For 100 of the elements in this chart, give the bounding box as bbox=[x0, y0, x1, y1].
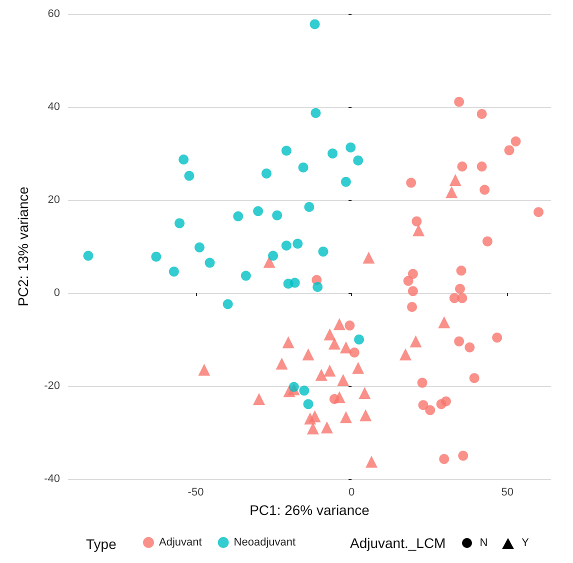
x-tick-label: 0 bbox=[348, 486, 355, 498]
point bbox=[340, 176, 351, 187]
point bbox=[534, 207, 544, 218]
point bbox=[438, 316, 450, 328]
y-axis-title: PC2: 13% variance bbox=[15, 186, 31, 306]
point bbox=[333, 318, 346, 330]
point bbox=[417, 378, 428, 388]
point bbox=[194, 242, 204, 252]
text: Adjuvant._LCM bbox=[350, 535, 446, 551]
point bbox=[312, 282, 323, 292]
point bbox=[281, 146, 292, 156]
point bbox=[308, 410, 321, 422]
point bbox=[272, 210, 282, 220]
x-tick-label: -50 bbox=[188, 486, 204, 498]
point bbox=[310, 19, 320, 30]
point bbox=[324, 328, 336, 340]
x-axis-title: PC1: 26% variance bbox=[250, 502, 370, 518]
point bbox=[346, 142, 356, 152]
point bbox=[151, 252, 162, 262]
point bbox=[328, 338, 340, 350]
point bbox=[458, 450, 468, 461]
point bbox=[168, 266, 179, 277]
point bbox=[83, 250, 94, 261]
point bbox=[253, 393, 266, 406]
point bbox=[454, 96, 464, 107]
point bbox=[240, 270, 251, 281]
point bbox=[510, 136, 521, 146]
point bbox=[418, 400, 428, 410]
point bbox=[344, 320, 355, 331]
point bbox=[288, 382, 299, 392]
point bbox=[299, 386, 310, 396]
point bbox=[282, 336, 294, 348]
point bbox=[268, 250, 278, 261]
point bbox=[492, 332, 502, 343]
point bbox=[337, 374, 350, 386]
point bbox=[281, 240, 292, 251]
point bbox=[457, 293, 468, 304]
point bbox=[455, 284, 466, 294]
point bbox=[412, 224, 425, 236]
point bbox=[446, 186, 458, 198]
point bbox=[362, 252, 375, 264]
point bbox=[476, 162, 487, 172]
y-tick-label: -20 bbox=[44, 380, 60, 392]
point bbox=[340, 411, 352, 424]
point bbox=[412, 216, 422, 226]
y-tick-label: 60 bbox=[48, 8, 60, 20]
point bbox=[303, 399, 314, 410]
point bbox=[174, 218, 185, 228]
legend-label: Adjuvant bbox=[159, 536, 202, 548]
y-tick-label: 40 bbox=[48, 101, 60, 113]
point bbox=[360, 409, 372, 422]
legend-label: Neoadjuvant bbox=[234, 536, 296, 548]
point bbox=[204, 258, 215, 268]
text: Y bbox=[522, 537, 530, 549]
point bbox=[352, 362, 364, 374]
point bbox=[469, 373, 480, 384]
point bbox=[315, 368, 328, 381]
point bbox=[290, 278, 300, 288]
point bbox=[328, 148, 338, 158]
point bbox=[482, 236, 492, 246]
point bbox=[292, 238, 303, 249]
point bbox=[276, 358, 288, 370]
y-tick-label: 20 bbox=[48, 194, 60, 206]
point bbox=[353, 155, 364, 166]
point bbox=[320, 421, 333, 434]
x-tick-label: 50 bbox=[501, 486, 514, 498]
point bbox=[425, 405, 436, 416]
point bbox=[456, 266, 466, 276]
point bbox=[262, 168, 272, 178]
legend-title: Type bbox=[86, 536, 117, 552]
point bbox=[408, 268, 418, 279]
point bbox=[310, 108, 321, 118]
text: N bbox=[480, 537, 488, 549]
point bbox=[464, 342, 475, 352]
point bbox=[263, 256, 276, 268]
point bbox=[354, 334, 364, 344]
point bbox=[178, 154, 189, 165]
point bbox=[253, 206, 264, 216]
point bbox=[340, 341, 352, 354]
point bbox=[476, 108, 487, 119]
point bbox=[408, 286, 418, 296]
point bbox=[410, 335, 422, 348]
point bbox=[439, 454, 450, 464]
point bbox=[302, 348, 314, 360]
point bbox=[222, 299, 233, 310]
point bbox=[304, 202, 314, 212]
point bbox=[298, 162, 308, 172]
point bbox=[399, 348, 412, 360]
point bbox=[403, 276, 414, 286]
point bbox=[504, 145, 514, 156]
point bbox=[306, 422, 319, 434]
point bbox=[454, 336, 464, 346]
point bbox=[333, 391, 346, 404]
point bbox=[349, 348, 360, 358]
point bbox=[318, 246, 328, 257]
point bbox=[358, 386, 371, 399]
y-tick-label: 0 bbox=[54, 287, 60, 299]
point bbox=[407, 302, 418, 312]
point bbox=[406, 178, 416, 188]
point bbox=[324, 364, 336, 377]
